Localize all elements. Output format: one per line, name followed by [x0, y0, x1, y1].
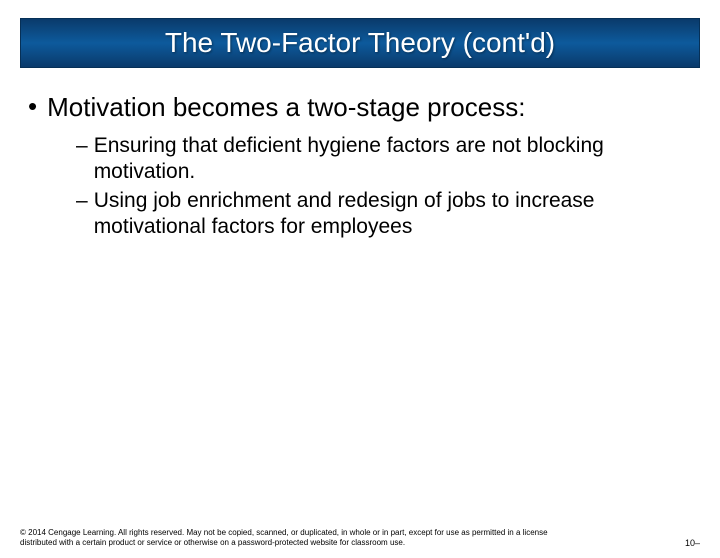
title-bar: The Two-Factor Theory (cont'd) [20, 18, 700, 68]
bullet-dot-icon: • [28, 92, 37, 121]
sub-bullet-text: Ensuring that deficient hygiene factors … [94, 133, 692, 186]
slide-title: The Two-Factor Theory (cont'd) [21, 27, 699, 59]
footer: © 2014 Cengage Learning. All rights rese… [20, 528, 700, 548]
content-area: • Motivation becomes a two-stage process… [0, 68, 720, 240]
copyright-text: © 2014 Cengage Learning. All rights rese… [20, 528, 580, 548]
main-bullet-text: Motivation becomes a two-stage process: [47, 92, 525, 123]
sub-bullet-text: Using job enrichment and redesign of job… [94, 188, 692, 241]
sub-bullet-item: – Ensuring that deficient hygiene factor… [76, 133, 692, 186]
dash-icon: – [76, 133, 88, 159]
dash-icon: – [76, 188, 88, 214]
sub-bullet-list: – Ensuring that deficient hygiene factor… [28, 133, 692, 240]
main-bullet: • Motivation becomes a two-stage process… [28, 92, 692, 123]
sub-bullet-item: – Using job enrichment and redesign of j… [76, 188, 692, 241]
